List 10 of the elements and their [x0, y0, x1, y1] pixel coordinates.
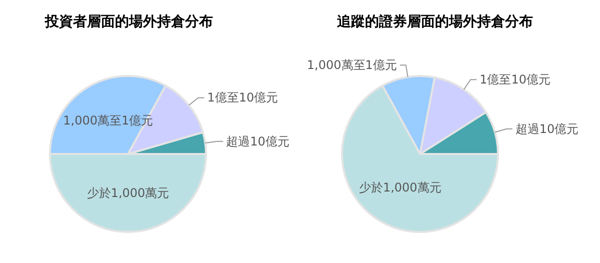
slice-label: 1,000萬至1億元	[63, 113, 154, 128]
slice-label: 1,000萬至1億元	[306, 58, 397, 72]
slice-label: 少於1,000萬元	[358, 180, 442, 195]
slice-label: 超過10億元	[226, 134, 290, 148]
slice-label: 少於1,000萬元	[86, 186, 170, 200]
slice-label: 1億至10億元	[480, 72, 550, 87]
chart-title: 追蹤的證券層面的場外持倉分布	[336, 13, 533, 30]
chart-title: 投資者層面的場外持倉分布	[44, 14, 213, 30]
slice-label: 1億至10億元	[207, 90, 278, 105]
slice-label: 超過10億元	[515, 122, 579, 136]
